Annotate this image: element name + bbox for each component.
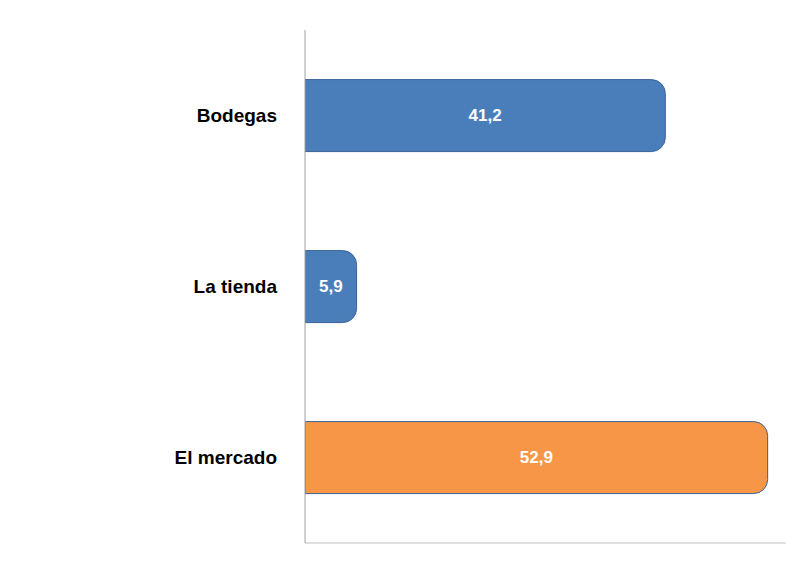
svg-text:41,2: 41,2	[469, 106, 502, 125]
svg-text:52,9: 52,9	[520, 448, 553, 467]
svg-text:Bodegas: Bodegas	[197, 105, 277, 126]
svg-text:El mercado: El mercado	[175, 447, 277, 468]
svg-text:La tienda: La tienda	[194, 276, 278, 297]
svg-text:5,9: 5,9	[319, 277, 343, 296]
